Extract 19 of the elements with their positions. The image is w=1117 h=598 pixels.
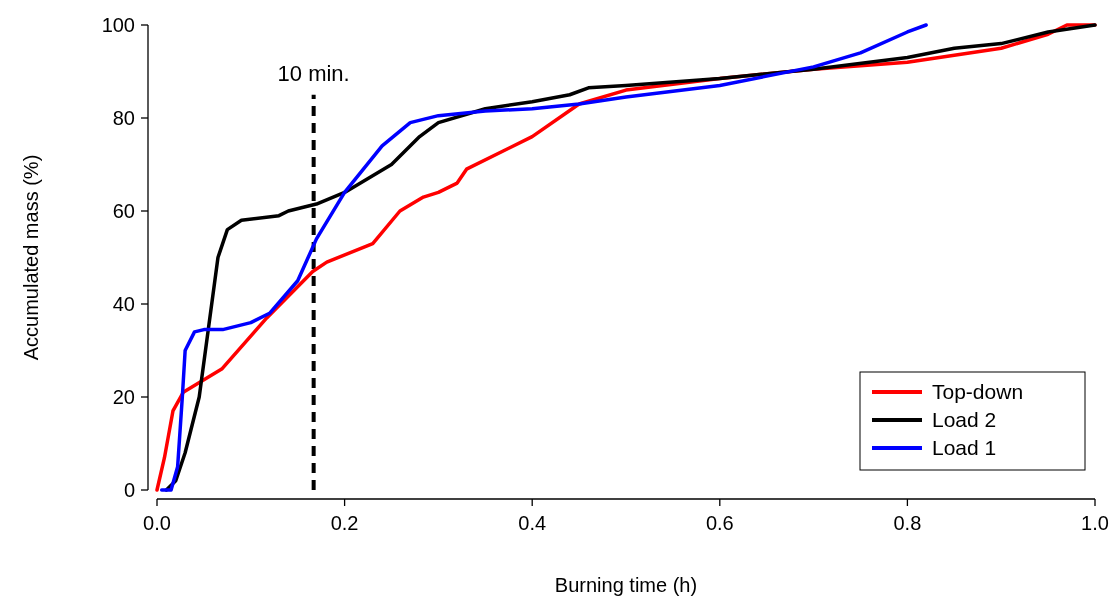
x-tick-label: 0.4 xyxy=(518,512,547,534)
x-tick-label: 0.6 xyxy=(705,512,734,534)
legend-label: Load 2 xyxy=(932,408,997,431)
x-tick-label: 0.0 xyxy=(143,512,171,534)
y-axis-title: Accumulated mass (%) xyxy=(20,154,42,361)
y-tick-label: 0 xyxy=(123,479,135,501)
ref-line-label: 10 min. xyxy=(277,60,350,86)
x-axis-title: Burning time (h) xyxy=(554,574,698,596)
legend-label: Top-down xyxy=(932,380,1024,403)
y-tick-label: 20 xyxy=(112,386,135,408)
x-tick-label: 1.0 xyxy=(1081,512,1109,534)
y-tick-label: 60 xyxy=(112,200,135,222)
x-tick-label: 0.8 xyxy=(893,512,922,534)
legend-label: Load 1 xyxy=(932,436,997,459)
x-tick-label: 0.2 xyxy=(330,512,359,534)
y-tick-label: 100 xyxy=(101,14,135,36)
y-tick-label: 40 xyxy=(112,293,135,315)
line-series xyxy=(159,23,928,492)
y-tick-label: 80 xyxy=(112,107,135,129)
